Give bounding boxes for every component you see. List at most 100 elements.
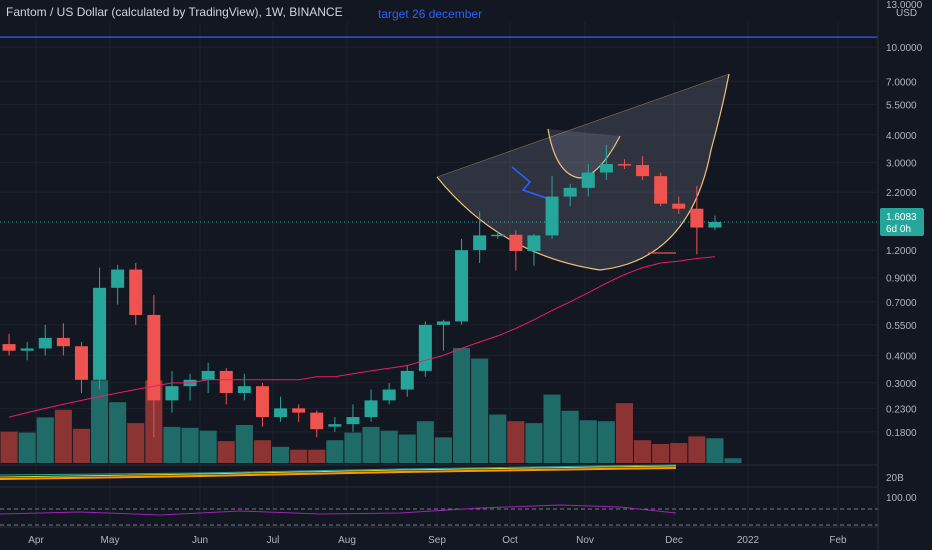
cup-shading — [437, 74, 729, 270]
moving-average — [8, 256, 715, 418]
time-tick-label: Nov — [576, 535, 594, 546]
candle-body — [74, 346, 88, 380]
candle-body — [654, 176, 668, 204]
volume-bars — [0, 348, 742, 463]
volume-bar — [181, 427, 199, 463]
volume-bar — [217, 441, 235, 463]
price-tick-label: 2.2000 — [886, 188, 917, 199]
candle-body — [328, 424, 342, 427]
chart-title: Fantom / US Dollar (calculated by Tradin… — [6, 5, 343, 19]
cup-right-curve — [599, 73, 730, 271]
cup-left-line — [436, 176, 601, 271]
price-tick-label: 4.0000 — [886, 131, 917, 142]
volume-bar — [434, 437, 452, 463]
lower-indicators — [0, 464, 878, 528]
volume-bar — [615, 403, 633, 463]
candle-body — [20, 348, 34, 351]
candle-body — [346, 417, 360, 425]
volume-bar — [398, 434, 416, 463]
volume-bar — [453, 348, 471, 463]
candle-body — [292, 408, 306, 413]
candle-body — [310, 412, 324, 430]
candle-body — [455, 250, 469, 322]
volume-bar — [489, 414, 507, 463]
flag-drawing — [511, 166, 547, 199]
price-tick-label: 0.1800 — [886, 428, 917, 439]
volume-bar — [597, 421, 615, 463]
volume-bar — [724, 458, 742, 463]
time-tick-label: Sep — [428, 535, 446, 546]
candle-body — [509, 234, 523, 251]
candle-body — [165, 386, 179, 401]
candle-body — [255, 386, 269, 418]
volume-bar — [688, 436, 706, 463]
candle-body — [147, 314, 161, 401]
candle-body — [274, 408, 288, 418]
price-tick-label: 1.2000 — [886, 246, 917, 257]
volume-bar — [199, 430, 217, 463]
candle-body — [237, 386, 251, 394]
volume-bar — [253, 440, 271, 463]
time-axis[interactable]: Apr May Jun Jul Aug Sep Oct Nov Dec 2022 Feb — [28, 535, 847, 546]
countdown-label: 6d 0h — [886, 224, 911, 235]
candle-body — [111, 269, 125, 288]
candle-body — [581, 172, 595, 188]
handle-shading — [548, 129, 620, 178]
candle-body — [690, 208, 704, 228]
volume-bar — [163, 426, 181, 463]
candle-body — [400, 370, 414, 390]
volume-bar — [652, 444, 670, 463]
candle-body — [708, 222, 722, 228]
price-tick-label: 0.7000 — [886, 298, 917, 309]
candle-body — [219, 370, 233, 394]
candle-body — [382, 389, 396, 401]
indicator-line-teal — [0, 464, 677, 476]
price-tick-label: 0.4000 — [886, 351, 917, 362]
current-price-badge — [880, 208, 924, 236]
candle-body — [2, 344, 16, 351]
time-tick-label: 2022 — [737, 535, 760, 546]
cup-rim-line — [436, 73, 730, 178]
candle-body — [545, 196, 559, 236]
price-tick-label: 3.0000 — [886, 158, 917, 169]
candle-body — [364, 400, 378, 418]
candle-body — [56, 337, 70, 347]
volume-bar — [235, 425, 253, 463]
candles — [2, 144, 722, 438]
osc-axis-label: 100.00 — [886, 493, 917, 504]
time-tick-label: Aug — [338, 535, 356, 546]
target-annotation[interactable]: target 26 december — [378, 7, 482, 21]
candle-body — [129, 269, 143, 315]
indicator-line-lime — [0, 465, 677, 478]
time-tick-label: Apr — [28, 535, 44, 546]
candle-body — [599, 164, 613, 173]
candle-body — [418, 324, 432, 371]
candle-body — [527, 235, 541, 251]
price-tick-label: 0.9000 — [886, 274, 917, 285]
ma-line — [8, 256, 715, 418]
price-tick-label: 5.5000 — [886, 100, 917, 111]
price-axis[interactable]: 10.0000 7.0000 5.5000 4.0000 3.0000 2.2000 1.2… — [877, 0, 923, 550]
volume-bar — [344, 432, 362, 463]
candle-body — [672, 203, 686, 209]
price-tick-label: 0.5500 — [886, 321, 917, 332]
volume-bar — [72, 428, 90, 463]
candle-body — [491, 234, 505, 237]
volume-bar — [543, 394, 561, 463]
volume-bar — [507, 421, 525, 463]
volume-bar — [109, 402, 127, 463]
price-tick-label: 7.0000 — [886, 77, 917, 88]
volume-axis-label: 20B — [886, 473, 904, 484]
volume-bar — [290, 449, 308, 463]
axis-top-value: 13.0000 — [886, 0, 923, 11]
axis-currency: USD — [896, 8, 917, 19]
candle-body — [201, 370, 215, 380]
handle-curve — [547, 128, 621, 179]
time-tick-label: Oct — [502, 535, 518, 546]
volume-bar — [416, 421, 434, 463]
volume-bar — [127, 423, 145, 463]
volume-bar — [308, 449, 326, 463]
time-tick-label: May — [101, 535, 120, 546]
